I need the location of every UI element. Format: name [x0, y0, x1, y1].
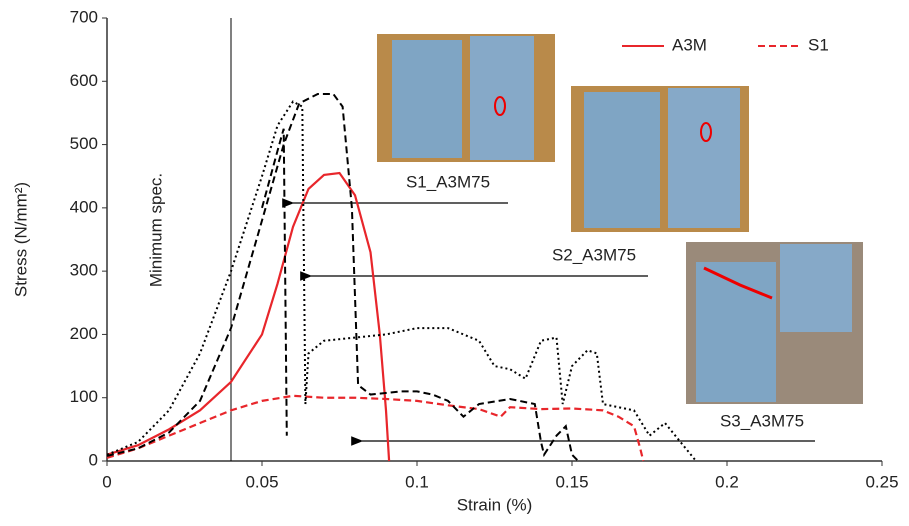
x-tick-label: 0.25	[865, 472, 898, 491]
x-tick-label: 0.15	[555, 472, 588, 491]
x-axis-label: Strain (%)	[457, 495, 533, 514]
y-tick-label: 300	[70, 261, 98, 280]
legend-label: S1	[808, 35, 829, 54]
y-tick-label: 400	[70, 197, 98, 216]
photo	[571, 86, 749, 232]
annotation: S1_A3M75	[406, 172, 490, 191]
x-tick-label: 0.1	[405, 472, 429, 491]
photo	[377, 34, 555, 162]
photo	[686, 242, 863, 404]
series-line	[106, 92, 579, 462]
series-line	[106, 394, 645, 462]
x-tick-label: 0.05	[245, 472, 278, 491]
x-tick-label: 0.2	[715, 472, 739, 491]
y-tick-label: 500	[70, 134, 98, 153]
annotation: S2_A3M75	[552, 245, 636, 264]
series-line	[106, 171, 391, 462]
y-tick-label: 200	[70, 324, 98, 343]
y-tick-label: 100	[70, 387, 98, 406]
x-tick-label: 0	[102, 472, 111, 491]
y-tick-label: 0	[89, 450, 98, 469]
series-line	[261, 128, 288, 436]
annotation: S3_A3M75	[720, 411, 804, 430]
annotation: Minimum spec.	[146, 173, 165, 287]
legend-label: A3M	[672, 35, 707, 54]
y-tick-label: 600	[70, 71, 98, 90]
y-tick-label: 700	[70, 7, 98, 26]
series-line	[106, 100, 697, 462]
y-axis-label: Stress (N/mm²)	[11, 182, 30, 297]
